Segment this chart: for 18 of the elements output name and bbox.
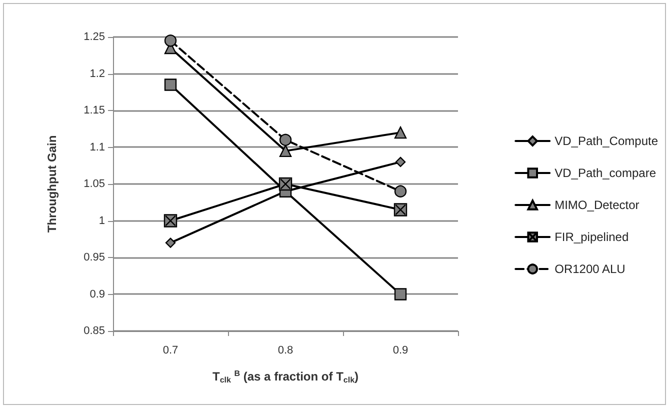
legend-label: VD_Path_Compute: [554, 134, 658, 148]
y-tick-label: 1.2: [90, 68, 105, 80]
y-axis-title: Throughput Gain: [45, 135, 59, 233]
y-tick-label: 1.25: [84, 31, 105, 43]
y-tick-label: 0.95: [84, 252, 105, 264]
y-tick-label: 1: [98, 214, 105, 227]
y-tick-label: 1.15: [84, 104, 105, 116]
x-tick-label: 0.9: [392, 344, 408, 356]
x-tick-label: 0.7: [162, 344, 178, 356]
y-tick-label: 1.1: [90, 141, 105, 154]
legend-label: VD_Path_compare: [554, 166, 656, 180]
legend-label: OR1200 ALU: [554, 262, 626, 276]
legend-label: FIR_pipelined: [554, 230, 629, 244]
x-tick-label: 0.8: [278, 344, 294, 356]
y-tick-label: 0.85: [84, 325, 105, 337]
y-tick-label: 0.9: [90, 288, 105, 300]
y-tick-label: 1.05: [84, 178, 105, 190]
legend-label: MIMO_Detector: [554, 198, 640, 212]
